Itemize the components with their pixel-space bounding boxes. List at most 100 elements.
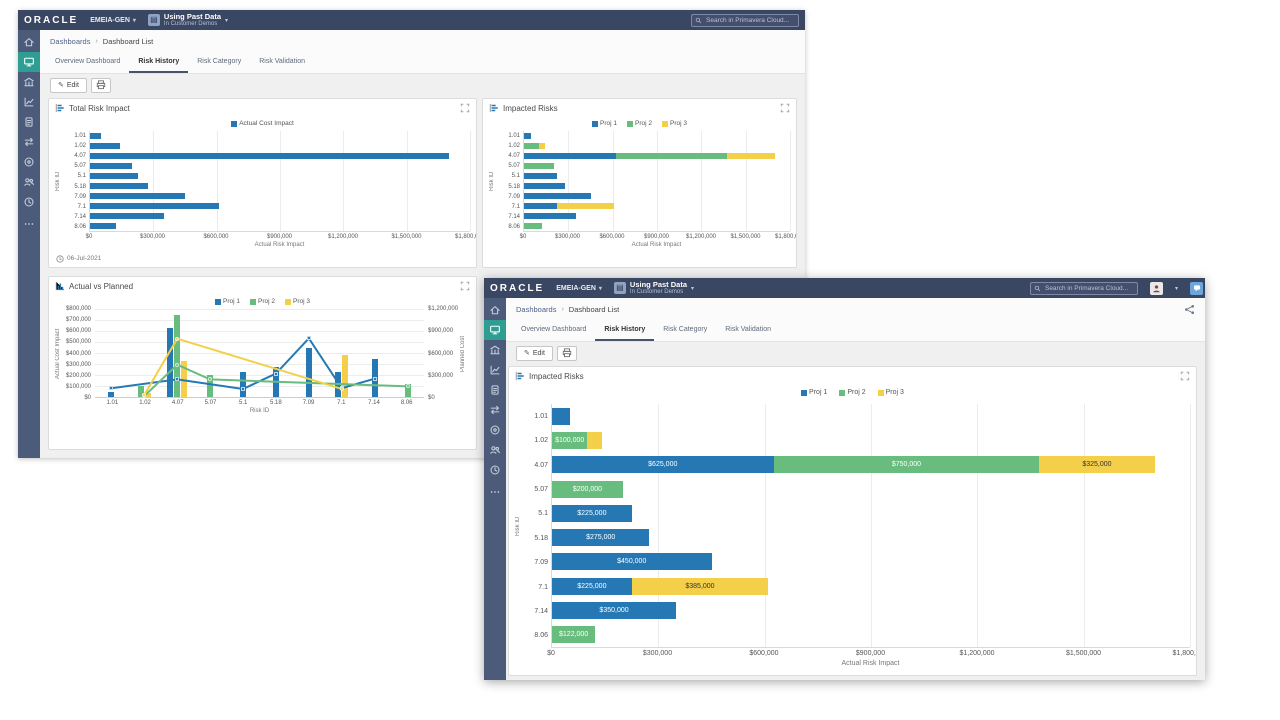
- tab-overview-dashboard[interactable]: Overview Dashboard: [55, 58, 121, 65]
- edit-button[interactable]: ✎ Edit: [50, 77, 87, 93]
- bar[interactable]: [181, 361, 188, 397]
- sidebar-item-users[interactable]: [18, 172, 40, 192]
- tab-risk-category[interactable]: Risk Category: [197, 58, 242, 65]
- sidebar-item-home[interactable]: [18, 32, 40, 52]
- search-box[interactable]: [691, 13, 799, 27]
- legend-item[interactable]: Proj 1: [801, 389, 827, 396]
- print-button[interactable]: [556, 345, 577, 361]
- bar-segment[interactable]: [727, 152, 776, 160]
- bar-segment[interactable]: [524, 142, 539, 150]
- line-marker[interactable]: [372, 376, 377, 381]
- bar-segment[interactable]: [524, 182, 565, 190]
- bar-segment[interactable]: [557, 202, 615, 210]
- legend-item[interactable]: Proj 2: [627, 120, 652, 127]
- line-marker[interactable]: [175, 362, 180, 367]
- bar-segment[interactable]: $625,000: [552, 456, 774, 474]
- edit-button[interactable]: ✎ Edit: [516, 345, 553, 361]
- bar-segment[interactable]: [90, 162, 133, 170]
- legend-item[interactable]: Proj 3: [284, 298, 310, 305]
- bar-segment[interactable]: [90, 172, 138, 180]
- bar-segment[interactable]: $325,000: [1039, 456, 1155, 474]
- legend-item[interactable]: Proj 1: [592, 120, 617, 127]
- bar-segment[interactable]: [90, 142, 120, 150]
- sidebar-item-resources[interactable]: [18, 152, 40, 172]
- sidebar-item-resources[interactable]: [484, 420, 506, 440]
- tab-risk-validation[interactable]: Risk Validation: [725, 326, 771, 333]
- bar[interactable]: [137, 386, 144, 397]
- breadcrumb-dashboards[interactable]: Dashboards: [516, 304, 557, 314]
- tab-risk-history[interactable]: Risk History: [129, 52, 189, 73]
- sidebar-item-documents[interactable]: [18, 112, 40, 132]
- line-marker[interactable]: [405, 384, 410, 389]
- legend-item[interactable]: Actual Cost Impact: [231, 120, 294, 127]
- bar-segment[interactable]: [587, 431, 602, 449]
- search-input[interactable]: [704, 15, 795, 25]
- sidebar-item-reports[interactable]: [484, 360, 506, 380]
- sidebar-item-users[interactable]: [484, 440, 506, 460]
- expand-icon[interactable]: [1180, 371, 1190, 381]
- tab-overview-dashboard[interactable]: Overview Dashboard: [521, 326, 587, 333]
- search-box[interactable]: [1029, 281, 1138, 295]
- bar-segment[interactable]: [524, 162, 554, 170]
- share-icon[interactable]: [1184, 304, 1195, 315]
- bar[interactable]: [305, 347, 312, 397]
- bar-segment[interactable]: [90, 182, 149, 190]
- bar[interactable]: [240, 372, 247, 397]
- expand-icon[interactable]: [460, 281, 470, 291]
- line-marker[interactable]: [109, 386, 114, 391]
- bar-segment[interactable]: [524, 152, 617, 160]
- bar-segment[interactable]: [538, 142, 545, 150]
- project-selector[interactable]: ▤ Using Past Data In Customer Demos ▾: [147, 12, 228, 28]
- workspace-selector[interactable]: EMEIA-GEN ▾: [90, 17, 136, 24]
- expand-icon[interactable]: [780, 103, 790, 113]
- breadcrumb-dashboards[interactable]: Dashboards: [50, 36, 91, 46]
- bar-segment[interactable]: [524, 132, 532, 140]
- bar-segment[interactable]: [524, 222, 543, 230]
- bar-segment[interactable]: $275,000: [552, 529, 650, 547]
- legend-item[interactable]: Proj 1: [215, 298, 240, 305]
- sidebar-item-settings[interactable]: [484, 460, 506, 480]
- bar[interactable]: [342, 354, 349, 397]
- bar-segment[interactable]: $450,000: [552, 553, 712, 571]
- bar[interactable]: [207, 375, 214, 397]
- bar-segment[interactable]: $750,000: [773, 456, 1040, 474]
- line-marker[interactable]: [339, 386, 344, 391]
- bar-segment[interactable]: [616, 152, 728, 160]
- bar-segment[interactable]: $122,000: [552, 626, 596, 644]
- legend-item[interactable]: Proj 3: [877, 389, 904, 396]
- bar[interactable]: [404, 383, 411, 397]
- legend-item[interactable]: Proj 2: [839, 389, 866, 396]
- sidebar-item-dashboards[interactable]: [484, 320, 506, 340]
- tab-risk-category[interactable]: Risk Category: [663, 326, 708, 333]
- bar-segment[interactable]: $100,000: [552, 431, 588, 449]
- workspace-selector[interactable]: EMEIA-GEN ▾: [556, 285, 602, 292]
- bar[interactable]: [144, 392, 151, 397]
- project-selector[interactable]: ▤ Using Past Data In Customer Demos ▾: [613, 280, 694, 296]
- bar[interactable]: [174, 314, 181, 397]
- bar-segment[interactable]: $225,000: [552, 504, 632, 522]
- sidebar-item-settings[interactable]: [18, 192, 40, 212]
- sidebar-item-reports[interactable]: [18, 92, 40, 112]
- line-marker[interactable]: [175, 377, 180, 382]
- sidebar-item-dashboards[interactable]: [18, 52, 40, 72]
- bar-segment[interactable]: [524, 212, 576, 220]
- sidebar-item-home[interactable]: [484, 300, 506, 320]
- line-marker[interactable]: [175, 336, 180, 341]
- bar-segment[interactable]: [524, 202, 558, 210]
- bar-segment[interactable]: [90, 192, 185, 200]
- line-marker[interactable]: [142, 392, 147, 397]
- user-avatar[interactable]: [1149, 281, 1163, 295]
- line-marker[interactable]: [208, 377, 213, 382]
- bar[interactable]: [108, 391, 115, 397]
- tab-risk-history[interactable]: Risk History: [595, 320, 655, 341]
- search-input[interactable]: [1042, 283, 1134, 293]
- sidebar-item-portfolios[interactable]: [484, 340, 506, 360]
- bar-segment[interactable]: [90, 152, 449, 160]
- sidebar-item-more[interactable]: [18, 214, 40, 234]
- legend-item[interactable]: Proj 2: [250, 298, 275, 305]
- bar-segment[interactable]: [90, 202, 219, 210]
- bar-segment[interactable]: $350,000: [552, 602, 677, 620]
- bar-segment[interactable]: $225,000: [552, 577, 632, 595]
- sidebar-item-workflows[interactable]: [18, 132, 40, 152]
- assistant-icon[interactable]: [1190, 281, 1203, 295]
